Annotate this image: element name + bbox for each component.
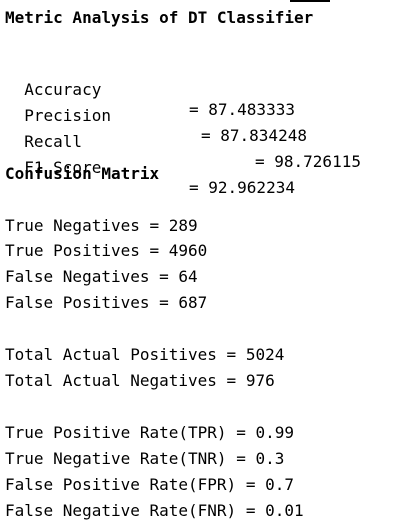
total-actual-positives: Total Actual Positives = 5024 [5, 345, 285, 364]
false-positives: False Positives = 687 [5, 293, 208, 312]
total-actual-negatives: Total Actual Negatives = 976 [5, 371, 275, 390]
true-positives: True Positives = 4960 [5, 241, 208, 260]
metric-value: = 87.834248 [201, 126, 307, 145]
top-artifact [290, 0, 330, 2]
metric-value: = 92.962234 [189, 178, 295, 197]
tpr: True Positive Rate(TPR) = 0.99 [5, 423, 294, 442]
metric-recall: Recall = 98.726115 [5, 112, 361, 171]
confusion-heading: Confusion Matrix [5, 164, 160, 183]
metric-value: = 98.726115 [255, 152, 361, 171]
tnr: True Negative Rate(TNR) = 0.3 [5, 449, 285, 468]
metric-label: Accuracy [24, 80, 102, 99]
true-negatives: True Negatives = 289 [5, 216, 198, 235]
metric-label: Recall [24, 132, 83, 151]
metric-precision: Precision = 87.834248 [5, 86, 307, 145]
metric-label: F1 Score [24, 158, 102, 177]
metric-accuracy: Accuracy = 87.483333 [5, 60, 295, 119]
false-negatives: False Negatives = 64 [5, 267, 198, 286]
fnr: False Negative Rate(FNR) = 0.01 [5, 501, 304, 520]
metric-f1-score: F1 Score = 92.962234 [5, 138, 295, 197]
metric-label: Precision [24, 106, 111, 125]
fpr: False Positive Rate(FPR) = 0.7 [5, 475, 294, 494]
report-title: Metric Analysis of DT Classifier [5, 8, 314, 27]
metric-value: = 87.483333 [189, 100, 295, 119]
